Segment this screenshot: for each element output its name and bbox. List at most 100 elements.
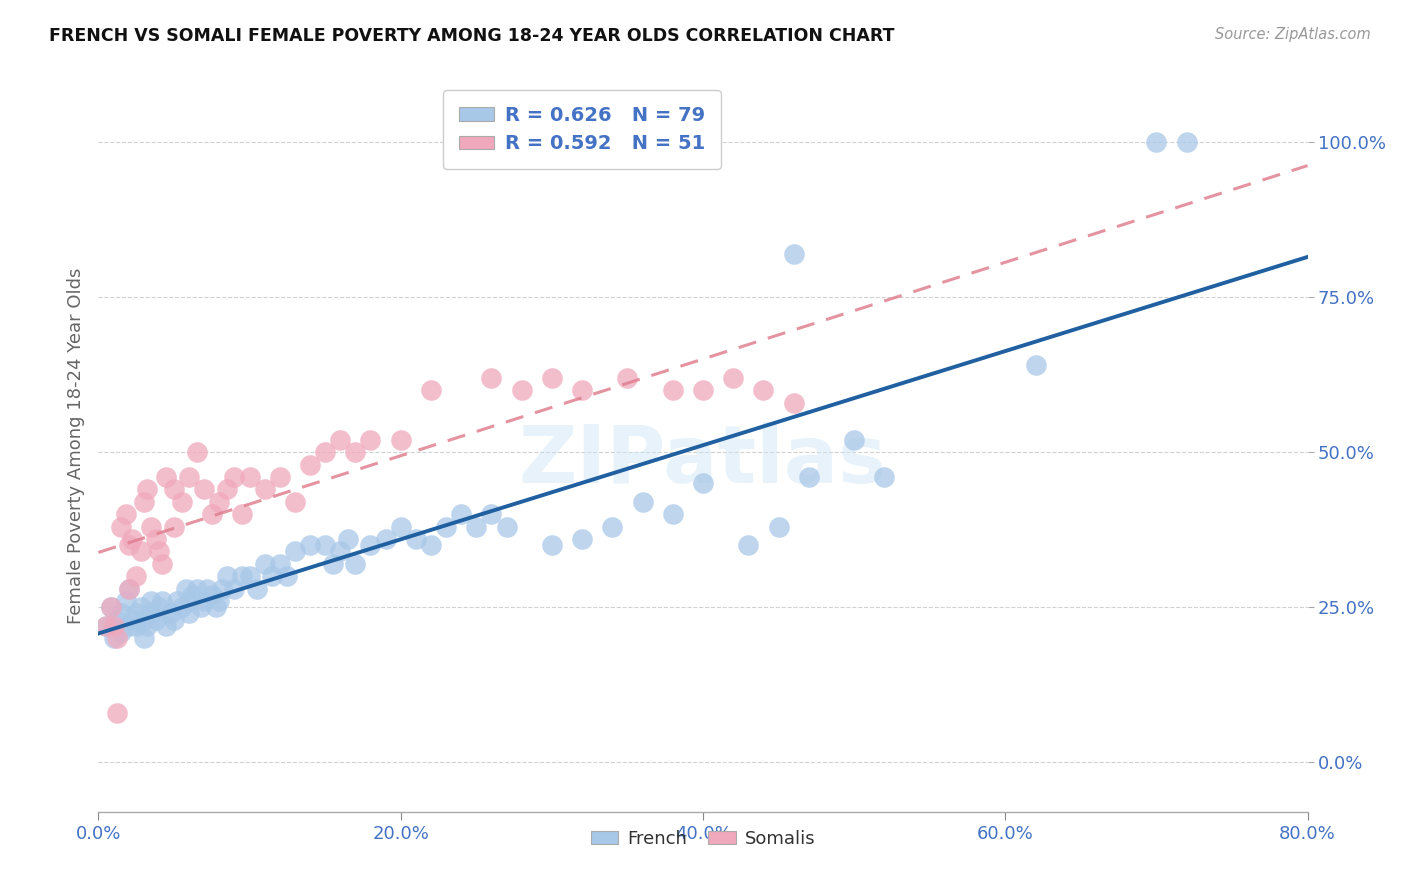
Point <box>174 582 197 596</box>
Point <box>211 582 233 596</box>
Point <box>231 507 253 521</box>
Point <box>132 613 155 627</box>
Point <box>181 588 204 602</box>
Point <box>1144 135 1167 149</box>
Point <box>344 445 367 459</box>
Point <box>208 495 231 509</box>
Point <box>148 544 170 558</box>
Point <box>141 594 163 608</box>
Point <box>692 383 714 397</box>
Text: ZIPatlas: ZIPatlas <box>519 422 887 500</box>
Point <box>844 433 866 447</box>
Point <box>118 582 141 596</box>
Point <box>299 458 322 472</box>
Point <box>284 544 307 558</box>
Point <box>360 433 382 447</box>
Text: Source: ZipAtlas.com: Source: ZipAtlas.com <box>1215 27 1371 42</box>
Point <box>374 532 396 546</box>
Point <box>510 383 533 397</box>
Point <box>434 519 457 533</box>
Point <box>231 569 253 583</box>
Point <box>132 495 155 509</box>
Point <box>329 433 352 447</box>
Point <box>224 582 246 596</box>
Point <box>121 613 143 627</box>
Point <box>299 538 322 552</box>
Point <box>797 470 820 484</box>
Point <box>114 594 136 608</box>
Point <box>215 483 238 497</box>
Point <box>193 594 215 608</box>
Point <box>100 600 122 615</box>
Point <box>239 470 262 484</box>
Point <box>160 607 183 621</box>
Point <box>141 519 163 533</box>
Point <box>186 582 208 596</box>
Point <box>269 557 291 571</box>
Point <box>148 600 170 615</box>
Point <box>322 557 344 571</box>
Point <box>110 624 132 639</box>
Point <box>121 532 143 546</box>
Point <box>661 383 683 397</box>
Point <box>150 557 173 571</box>
Point <box>768 519 790 533</box>
Point <box>125 619 148 633</box>
Point <box>195 582 218 596</box>
Y-axis label: Female Poverty Among 18-24 Year Olds: Female Poverty Among 18-24 Year Olds <box>66 268 84 624</box>
Point <box>783 247 806 261</box>
Point <box>163 613 186 627</box>
Point <box>118 582 141 596</box>
Point <box>105 631 128 645</box>
Point <box>103 631 125 645</box>
Point <box>145 532 167 546</box>
Point <box>465 519 488 533</box>
Point <box>329 544 352 558</box>
Point <box>692 476 714 491</box>
Point <box>752 383 775 397</box>
Point <box>105 706 128 720</box>
Point <box>253 483 276 497</box>
Point <box>314 445 336 459</box>
Text: FRENCH VS SOMALI FEMALE POVERTY AMONG 18-24 YEAR OLDS CORRELATION CHART: FRENCH VS SOMALI FEMALE POVERTY AMONG 18… <box>49 27 894 45</box>
Point <box>783 395 806 409</box>
Point <box>179 607 201 621</box>
Point <box>246 582 269 596</box>
Point <box>94 619 117 633</box>
Point <box>135 483 157 497</box>
Point <box>179 594 201 608</box>
Point <box>125 569 148 583</box>
Point <box>1024 359 1046 373</box>
Point <box>166 594 188 608</box>
Point <box>269 470 291 484</box>
Point <box>661 507 683 521</box>
Point <box>110 519 132 533</box>
Point <box>284 495 307 509</box>
Point <box>602 519 624 533</box>
Point <box>150 594 173 608</box>
Point <box>118 619 141 633</box>
Point <box>100 600 122 615</box>
Point <box>129 600 152 615</box>
Point <box>141 607 163 621</box>
Point <box>135 619 157 633</box>
Point <box>94 619 117 633</box>
Point <box>420 538 443 552</box>
Point <box>737 538 759 552</box>
Point <box>481 507 503 521</box>
Point <box>201 507 224 521</box>
Point <box>616 371 638 385</box>
Point <box>201 588 224 602</box>
Point <box>170 495 193 509</box>
Point <box>125 607 148 621</box>
Point <box>481 371 503 385</box>
Point <box>190 600 212 615</box>
Point <box>314 538 336 552</box>
Point <box>571 383 593 397</box>
Point <box>205 600 228 615</box>
Point <box>129 544 152 558</box>
Point <box>571 532 593 546</box>
Point <box>145 613 167 627</box>
Point <box>155 619 177 633</box>
Point <box>155 470 177 484</box>
